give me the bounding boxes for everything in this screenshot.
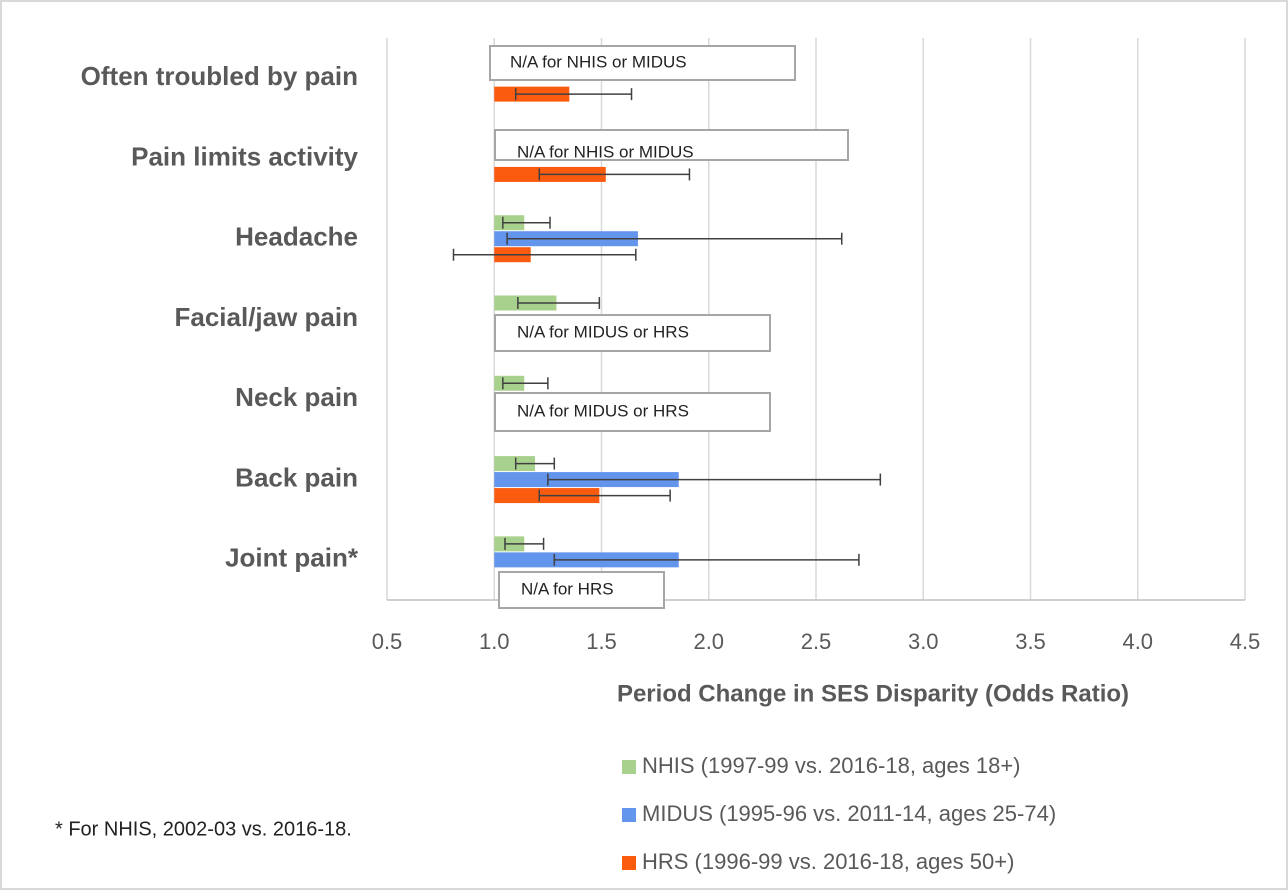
- category-label: Joint pain*: [225, 543, 359, 573]
- legend-swatch: [622, 760, 636, 774]
- legend-label: NHIS (1997-99 vs. 2016-18, ages 18+): [642, 753, 1021, 778]
- annotation: N/A for NHIS or MIDUS: [517, 142, 694, 161]
- annotation: N/A for NHIS or MIDUS: [510, 52, 687, 71]
- error-bar: [502, 377, 549, 390]
- error-bar: [502, 216, 551, 229]
- footnote: * For NHIS, 2002-03 vs. 2016-18.: [55, 818, 352, 840]
- error-bar: [517, 297, 601, 309]
- error-bar: [553, 553, 860, 566]
- legend-swatch: [622, 856, 636, 870]
- annotation-box: [498, 571, 665, 609]
- error-bar: [538, 489, 671, 502]
- annotation-box: [494, 314, 771, 352]
- x-tick-label: 1.5: [586, 629, 617, 654]
- category-label: Headache: [235, 222, 358, 252]
- annotation-box: [494, 129, 849, 161]
- error-bar: [452, 248, 637, 261]
- category-label: Facial/jaw pain: [174, 302, 358, 332]
- annotation: N/A for MIDUS or HRS: [517, 401, 689, 420]
- x-tick-label: 1.0: [479, 629, 510, 654]
- error-bar: [514, 457, 556, 470]
- legend-label: MIDUS (1995-96 vs. 2011-14, ages 25-74): [642, 801, 1056, 826]
- annotation-box: [494, 392, 771, 432]
- category-label: Pain limits activity: [131, 141, 358, 171]
- x-tick-label: 0.5: [372, 629, 403, 654]
- error-bar: [547, 473, 882, 486]
- category-label: Often troubled by pain: [81, 61, 358, 91]
- annotation: N/A for MIDUS or HRS: [517, 322, 689, 341]
- legend-label: HRS (1996-99 vs. 2016-18, ages 50+): [642, 849, 1014, 874]
- bar: [494, 456, 536, 472]
- x-axis-title: Period Change in SES Disparity (Odds Rat…: [617, 680, 1129, 707]
- category-label: Neck pain: [235, 382, 358, 412]
- legend-swatch: [622, 808, 636, 822]
- error-bar: [504, 537, 545, 550]
- x-tick-label: 3.0: [908, 629, 939, 654]
- x-tick-label: 4.0: [1122, 629, 1153, 654]
- x-tick-label: 2.5: [801, 629, 832, 654]
- x-tick-label: 2.0: [693, 629, 724, 654]
- error-bar: [514, 88, 633, 101]
- x-tick-label: 4.5: [1230, 629, 1261, 654]
- annotation: N/A for HRS: [521, 579, 614, 598]
- annotation-box: [489, 45, 796, 81]
- x-tick-label: 3.5: [1015, 629, 1046, 654]
- category-label: Back pain: [235, 462, 358, 492]
- error-bar: [506, 232, 843, 245]
- error-bar: [538, 168, 691, 181]
